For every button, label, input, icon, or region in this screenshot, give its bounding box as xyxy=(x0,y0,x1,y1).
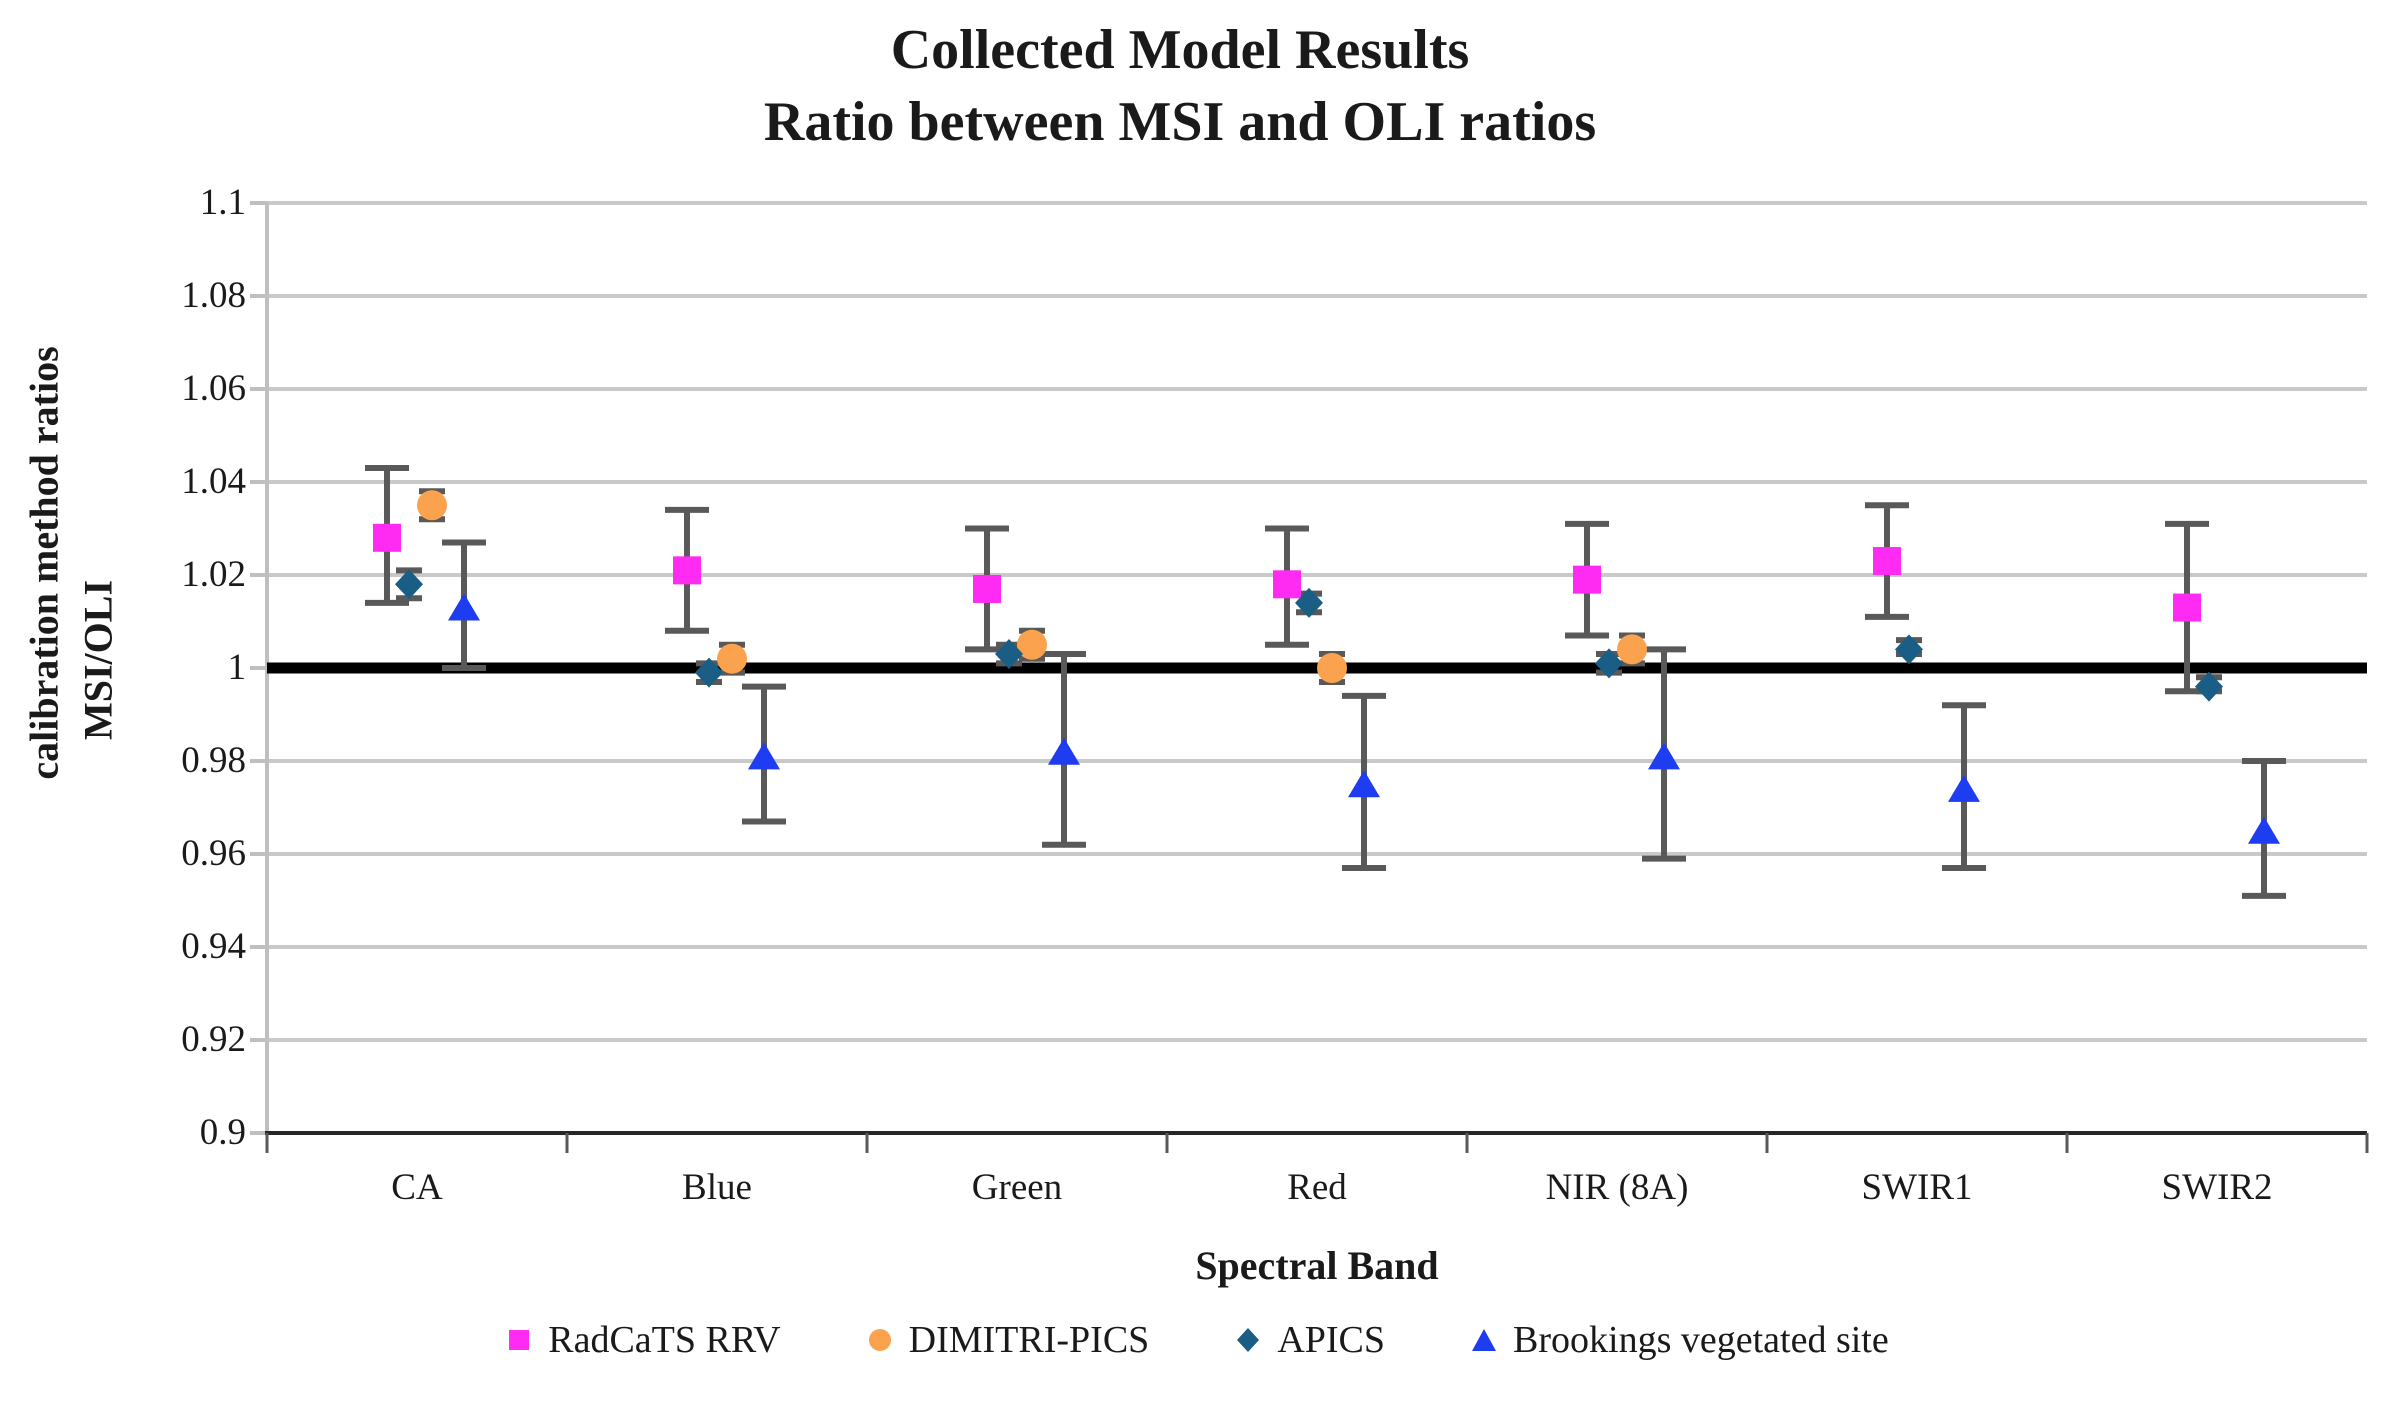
x-category-label: CA xyxy=(391,1167,443,1208)
marker-brookings-vegetated-site-red xyxy=(1348,770,1380,798)
legend-label: Brookings vegetated site xyxy=(1513,1319,1889,1361)
marker-brookings-vegetated-site-blue xyxy=(748,742,780,770)
marker-radcats-rrv-nir-8a- xyxy=(1573,565,1601,594)
marker-brookings-vegetated-site-swir2 xyxy=(2248,816,2280,844)
legend-label: DIMITRI-PICS xyxy=(908,1319,1150,1361)
x-category-label: Red xyxy=(1287,1167,1347,1208)
legend-label: APICS xyxy=(1277,1319,1386,1361)
y-axis-title-line1: calibration method ratios xyxy=(21,346,67,780)
marker-radcats-rrv-swir1 xyxy=(1873,547,1901,576)
x-category-label: SWIR2 xyxy=(2161,1167,2273,1208)
marker-apics-green xyxy=(995,639,1023,670)
marker-brookings-vegetated-site-green xyxy=(1048,737,1080,765)
y-tick-label: 0.92 xyxy=(181,1019,246,1060)
y-tick-label: 1.1 xyxy=(199,182,246,223)
legend-item-radcats-rrv: RadCaTS RRV xyxy=(504,1318,781,1362)
y-tick-label: 1.02 xyxy=(181,554,246,595)
square-legend-icon xyxy=(509,1330,530,1350)
marker-dimitri-pics-ca xyxy=(417,490,447,521)
x-axis-title: Spectral Band xyxy=(1195,1243,1439,1288)
y-tick-label: 0.9 xyxy=(199,1112,246,1153)
marker-apics-swir1 xyxy=(1895,634,1923,665)
marker-dimitri-pics-green xyxy=(1017,629,1047,660)
marker-radcats-rrv-ca xyxy=(373,523,401,552)
y-tick-label: 1.06 xyxy=(181,368,246,409)
y-tick-label: 0.96 xyxy=(181,833,246,874)
y-tick-label: 1.08 xyxy=(181,275,246,316)
y-tick-label: 0.98 xyxy=(181,740,246,781)
marker-dimitri-pics-red xyxy=(1317,653,1347,683)
legend: RadCaTS RRV DIMITRI-PICS APICS Brookings ve… xyxy=(0,1318,2393,1362)
chart-subtitle: Ratio between MSI and OLI ratios xyxy=(763,91,1597,153)
marker-apics-red xyxy=(1295,587,1323,618)
x-category-label: NIR (8A) xyxy=(1545,1167,1689,1208)
marker-radcats-rrv-swir2 xyxy=(2173,593,2201,622)
marker-apics-ca xyxy=(395,569,423,600)
legend-item-brookings-vegetated-site: Brookings vegetated site xyxy=(1469,1318,1889,1362)
marker-dimitri-pics-nir-8a- xyxy=(1617,634,1647,665)
marker-brookings-vegetated-site-ca xyxy=(448,593,480,621)
marker-dimitri-pics-blue xyxy=(717,643,747,674)
marker-brookings-vegetated-site-swir1 xyxy=(1948,774,1980,802)
marker-radcats-rrv-green xyxy=(973,574,1001,603)
y-tick-label: 1.04 xyxy=(181,461,246,502)
circle-legend-icon xyxy=(868,1329,891,1351)
marker-apics-blue xyxy=(695,657,723,688)
chart-title: Collected Model Results xyxy=(890,19,1470,81)
x-category-label: Green xyxy=(971,1167,1063,1208)
marker-brookings-vegetated-site-nir-8a- xyxy=(1648,742,1680,770)
diamond-legend-icon xyxy=(1237,1328,1260,1352)
marker-apics-swir2 xyxy=(2195,671,2223,702)
y-axis-title-line2: MSI/OLI xyxy=(75,579,121,741)
marker-radcats-rrv-blue xyxy=(673,556,701,585)
x-category-label: Blue xyxy=(682,1167,752,1208)
marker-apics-nir-8a- xyxy=(1595,648,1623,679)
marker-radcats-rrv-red xyxy=(1273,570,1301,599)
y-tick-label: 1 xyxy=(227,647,247,688)
y-tick-label: 0.94 xyxy=(181,926,246,967)
triangle-legend-icon xyxy=(1472,1329,1497,1351)
legend-label: RadCaTS RRV xyxy=(548,1319,781,1361)
legend-item-dimitri-pics: DIMITRI-PICS xyxy=(865,1318,1150,1362)
legend-item-apics: APICS xyxy=(1233,1318,1385,1362)
x-category-label: SWIR1 xyxy=(1861,1167,1973,1208)
